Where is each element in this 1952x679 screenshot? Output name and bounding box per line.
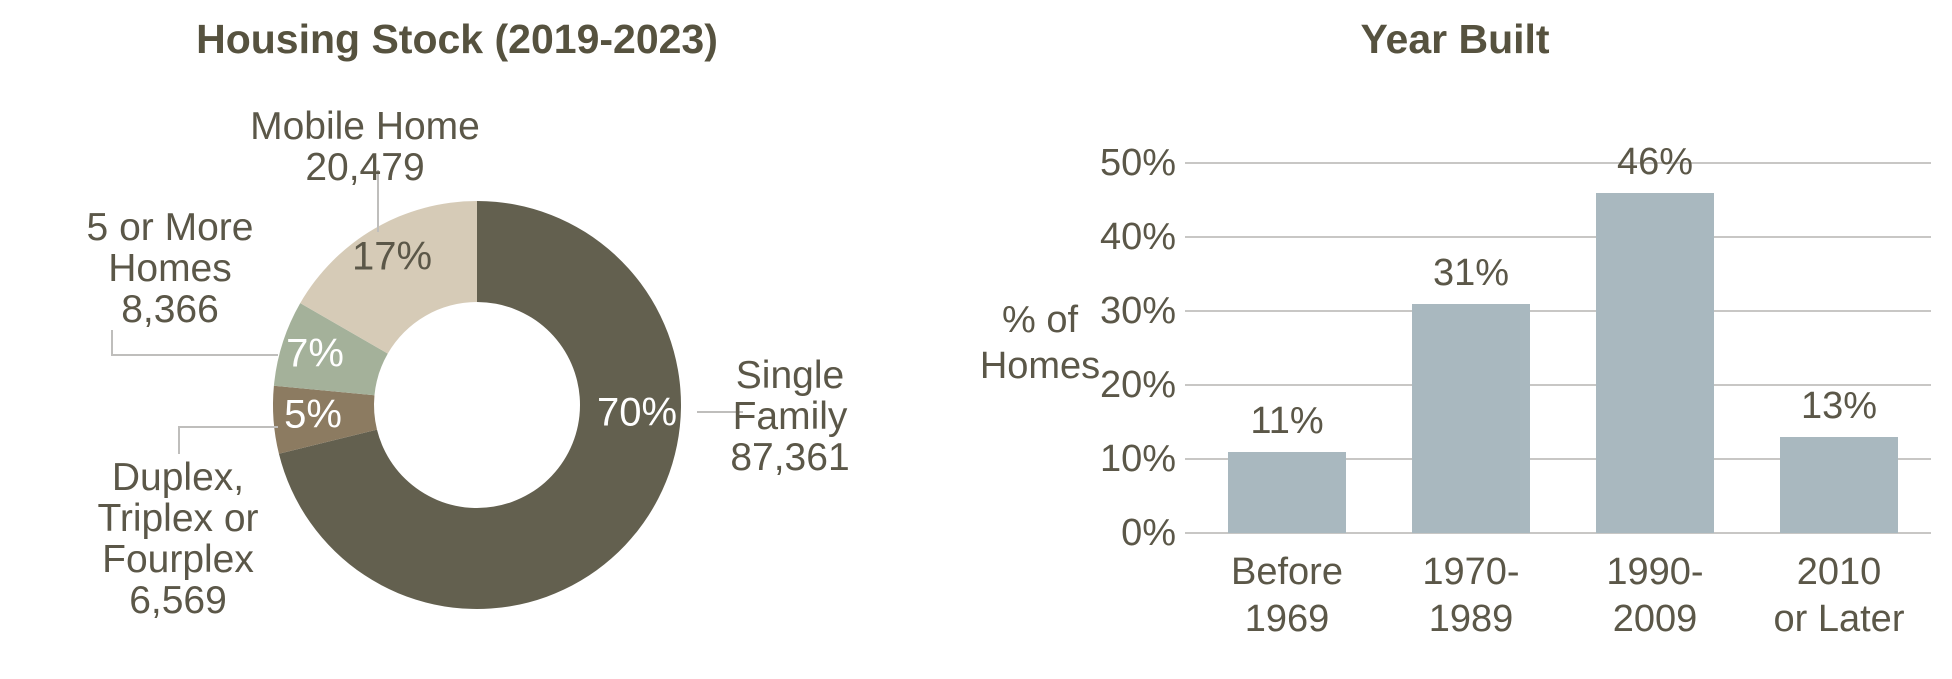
donut-slice-0 bbox=[278, 201, 681, 609]
x-tick-label-Before 1969: Before 1969 bbox=[1231, 551, 1343, 640]
leader-line-duplex-vertical bbox=[178, 426, 180, 454]
x-tick-label-2010 or Later: 2010 or Later bbox=[1773, 551, 1905, 640]
bar-value-label-1990-2009: 46% bbox=[1616, 140, 1694, 183]
y-tick-label-0%: 0% bbox=[1121, 512, 1176, 554]
gridline-10% bbox=[1185, 458, 1931, 460]
callout-single-family: Single Family 87,361 bbox=[730, 354, 850, 479]
bar-y-axis-title: % of Homes bbox=[979, 299, 1101, 387]
leader-line-5-or-more-vertical bbox=[111, 330, 113, 356]
gridline-20% bbox=[1185, 384, 1931, 386]
bar-1990-2009 bbox=[1596, 192, 1714, 533]
callout-duplex-triplex-fourplex: Duplex, Triplex or Fourplex 6,569 bbox=[97, 456, 259, 622]
gridline-50% bbox=[1185, 162, 1931, 164]
bar-value-label-Before 1969: 11% bbox=[1250, 399, 1324, 442]
donut-pct-label-single-family: 70% bbox=[596, 390, 678, 435]
x-tick-label-1990-2009: 1990- 2009 bbox=[1606, 551, 1704, 640]
y-tick-label-50%: 50% bbox=[1099, 142, 1176, 184]
bar-value-label-2010 or Later: 13% bbox=[1800, 384, 1878, 427]
donut-pct-label-duplex: 5% bbox=[284, 392, 342, 437]
callout-mobile-home: Mobile Home 20,479 bbox=[250, 105, 480, 189]
bar-Before 1969 bbox=[1228, 451, 1346, 533]
donut-slice-2 bbox=[273, 303, 388, 396]
gridline-30% bbox=[1185, 310, 1931, 312]
gridline-0% bbox=[1185, 532, 1931, 534]
leader-line-mobile-home bbox=[377, 170, 379, 232]
leader-line-single-family bbox=[697, 411, 743, 413]
bar-value-label-1970-1989: 31% bbox=[1432, 251, 1510, 294]
donut-chart-title: Housing Stock (2019-2023) bbox=[196, 16, 718, 62]
donut-pct-label-mobile-home: 17% bbox=[351, 234, 433, 279]
leader-line-5-or-more-horizontal bbox=[111, 354, 278, 356]
leader-line-duplex-horizontal bbox=[178, 426, 278, 428]
y-tick-label-20%: 20% bbox=[1099, 364, 1176, 406]
y-tick-label-40%: 40% bbox=[1099, 216, 1176, 258]
x-tick-label-1970-1989: 1970- 1989 bbox=[1422, 551, 1520, 640]
bar-chart-title: Year Built bbox=[1360, 16, 1550, 62]
y-tick-label-10%: 10% bbox=[1099, 438, 1176, 480]
bar-2010 or Later bbox=[1780, 436, 1898, 533]
donut-pct-label-5-or-more: 7% bbox=[286, 331, 344, 376]
gridline-40% bbox=[1185, 236, 1931, 238]
donut-slice-1 bbox=[272, 385, 377, 454]
callout-5-or-more-homes: 5 or More Homes 8,366 bbox=[86, 206, 254, 331]
bar-1970-1989 bbox=[1412, 303, 1530, 533]
donut-slice-3 bbox=[300, 201, 477, 354]
y-tick-label-30%: 30% bbox=[1099, 290, 1176, 332]
